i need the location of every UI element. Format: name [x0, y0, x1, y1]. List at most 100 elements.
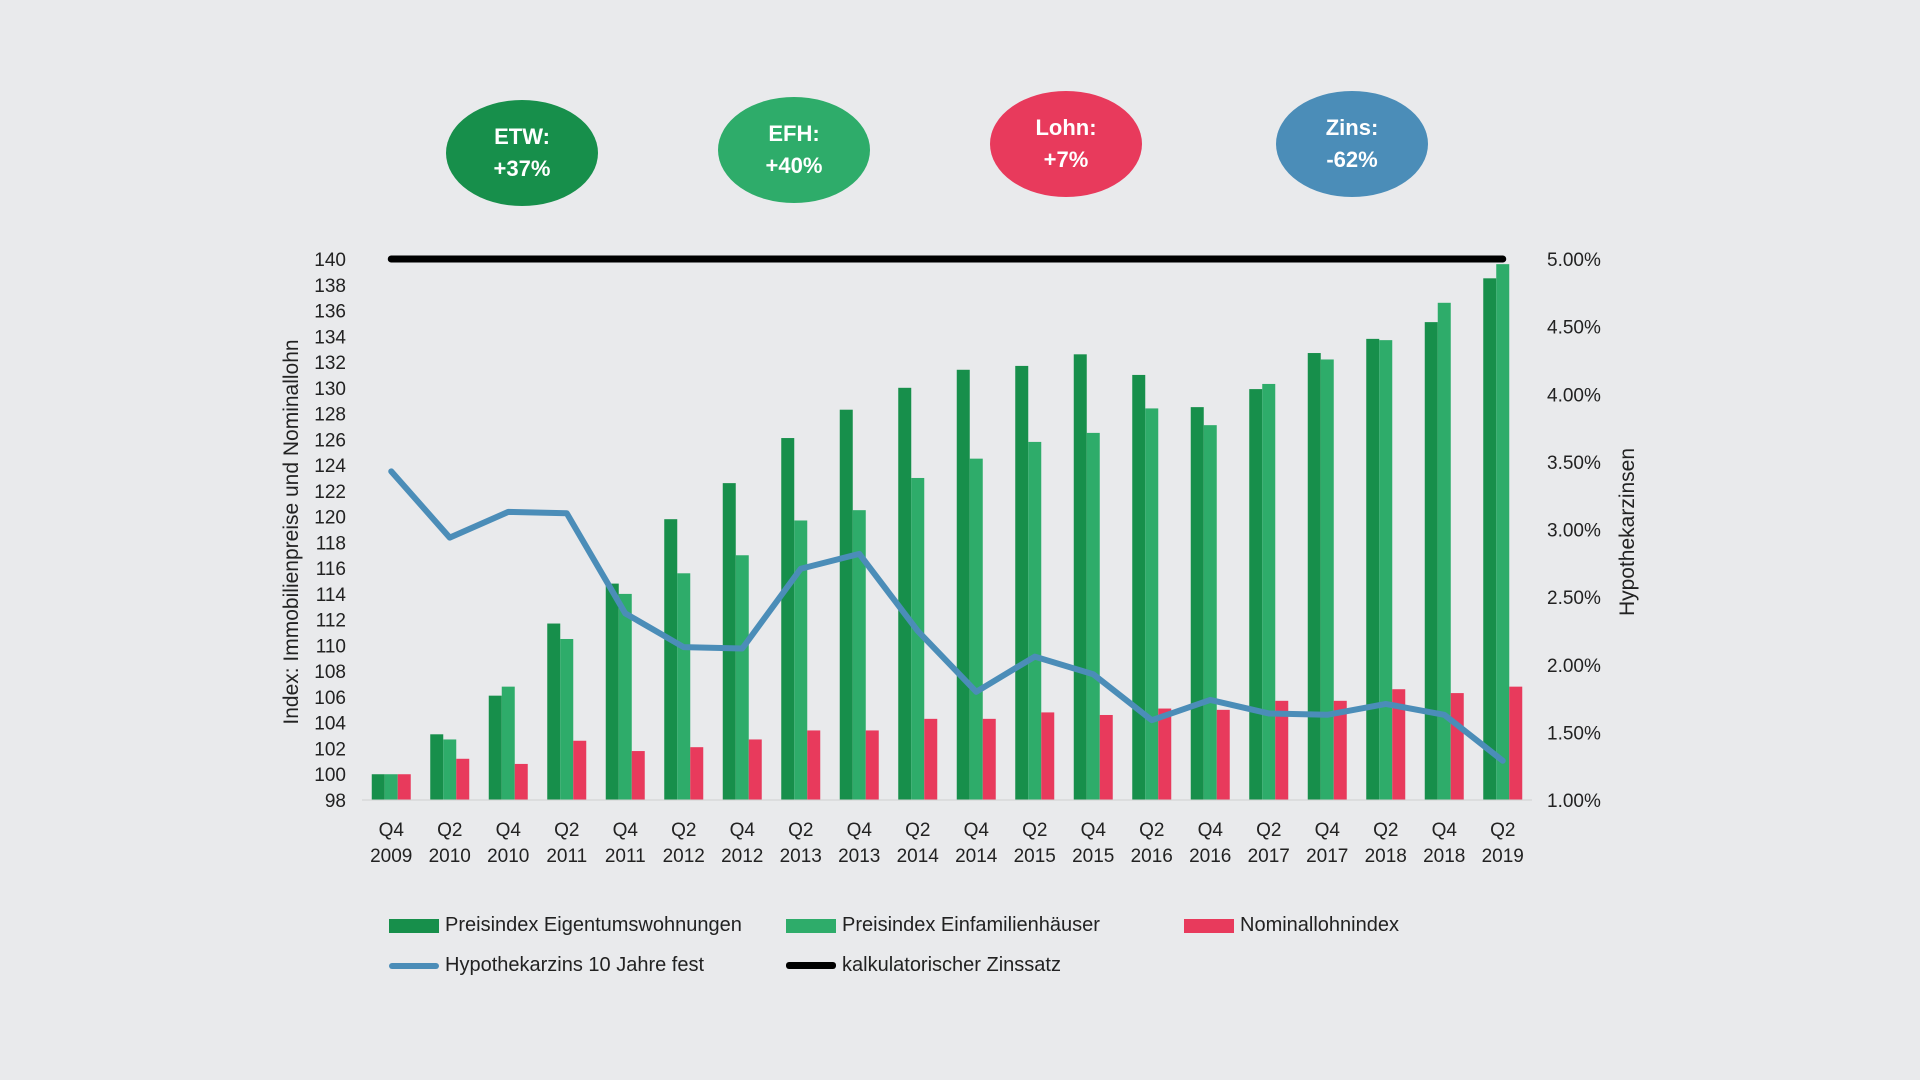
x-tick-year-3: 2011 [546, 846, 587, 867]
x-axis: Q4 2009 Q2 2010 Q4 2010 Q2 2011 Q4 2011 Q2 2012 Q4 20… [370, 820, 1524, 867]
y-left-tick-108: 108 [314, 662, 346, 683]
bubble-etw-label: ETW: [494, 124, 550, 149]
x-tick-year-7: 2013 [780, 846, 822, 867]
x-tick-quarter-14: Q4 [1198, 820, 1224, 841]
y-right-tick-0: 1.00% [1547, 791, 1601, 812]
bar-2-13 [1158, 708, 1172, 800]
x-tick-quarter-16: Q4 [1315, 820, 1341, 841]
x-tick-year-0: 2009 [370, 846, 412, 867]
x-tick-quarter-5: Q2 [671, 820, 696, 841]
bar-1-18 [1437, 302, 1451, 800]
y-left-tick-130: 130 [314, 379, 346, 400]
bar-0-8 [839, 409, 853, 800]
y-left-tick-98: 98 [325, 791, 346, 812]
y-right-tick-4: 3.00% [1547, 521, 1601, 542]
bar-1-5 [677, 573, 691, 800]
bar-2-6 [748, 739, 762, 800]
bubble-zins-label: Zins: [1325, 115, 1379, 140]
bar-0-4 [605, 583, 619, 800]
bubble-efh-label: EFH: [768, 121, 820, 146]
bubble-zins-value: -62% [1326, 147, 1378, 172]
y-right-tick-8: 5.00% [1547, 250, 1601, 271]
legend-item-etw: Preisindex Eigentumswohnungen [389, 914, 742, 937]
x-tick-year-19: 2019 [1482, 846, 1524, 867]
x-tick-quarter-13: Q2 [1139, 820, 1164, 841]
bar-2-15 [1275, 700, 1289, 800]
x-tick-quarter-1: Q2 [437, 820, 462, 841]
legend-item-lohn: Nominallohnindex [1184, 914, 1399, 937]
y-left-tick-116: 116 [316, 559, 346, 580]
bubble-lohn-label: Lohn: [1035, 115, 1097, 140]
bar-0-12 [1073, 354, 1087, 800]
legend-label-efh: Preisindex Einfamilienhäuser [842, 914, 1100, 936]
bar-1-16 [1320, 359, 1334, 800]
x-tick-year-13: 2016 [1131, 846, 1173, 867]
bar-1-1 [443, 739, 457, 800]
y-left-tick-124: 124 [314, 456, 346, 477]
bar-0-18 [1424, 322, 1438, 800]
bar-1-10 [969, 458, 983, 800]
x-tick-quarter-12: Q4 [1081, 820, 1107, 841]
bar-1-19 [1496, 264, 1510, 801]
bar-2-17 [1392, 689, 1406, 800]
y-left-axis-title: Index: Immobilienpreise und Nominallohn [280, 339, 303, 724]
bar-2-0 [397, 774, 411, 800]
bubble-etw-value: +37% [493, 156, 551, 181]
y-left-tick-110: 110 [316, 636, 346, 657]
legend-label-etw: Preisindex Eigentumswohnungen [445, 914, 742, 936]
y-left-tick-114: 114 [316, 585, 347, 606]
y-left-tick-128: 128 [314, 405, 346, 426]
bar-0-2 [488, 695, 502, 800]
bar-2-12 [1099, 714, 1113, 800]
x-tick-year-14: 2016 [1189, 846, 1231, 867]
y-right-axis-title: Hypothekarzinsen [1616, 448, 1639, 616]
x-tick-quarter-15: Q2 [1256, 820, 1281, 841]
x-tick-year-17: 2018 [1365, 846, 1407, 867]
y-left-tick-102: 102 [314, 739, 346, 760]
x-tick-year-15: 2017 [1248, 846, 1290, 867]
bar-0-7 [781, 438, 795, 800]
bar-0-9 [898, 387, 912, 800]
x-tick-year-10: 2014 [955, 846, 998, 867]
bar-1-14 [1203, 425, 1217, 800]
y-left-tick-106: 106 [314, 688, 346, 709]
bar-1-15 [1262, 383, 1276, 800]
x-tick-quarter-4: Q4 [613, 820, 639, 841]
x-tick-quarter-8: Q4 [847, 820, 873, 841]
bar-0-10 [956, 369, 970, 800]
bubble-etw: ETW: +37% [446, 100, 598, 206]
bar-0-1 [430, 734, 444, 800]
x-tick-quarter-17: Q2 [1373, 820, 1398, 841]
legend-swatch-hypo [389, 962, 439, 969]
bar-1-12 [1086, 432, 1100, 800]
bar-1-9 [911, 477, 925, 800]
bubble-zins: Zins: -62% [1276, 91, 1428, 197]
y-left-tick-104: 104 [314, 714, 346, 735]
legend-item-hypo: Hypothekarzins 10 Jahre fest [389, 954, 704, 977]
y-left-tick-122: 122 [314, 482, 346, 503]
bar-2-8 [865, 730, 879, 800]
bar-0-15 [1249, 389, 1263, 800]
x-tick-year-4: 2011 [605, 846, 646, 867]
bar-2-4 [631, 751, 645, 800]
bar-0-16 [1307, 353, 1321, 800]
y-axis-right: 1.00% 1.50% 2.00% 2.50% 3.00% 3.50% 4.00% 4.50%… [1547, 250, 1601, 812]
x-tick-quarter-6: Q4 [730, 820, 756, 841]
bar-2-11 [1041, 712, 1055, 800]
bubble-efh-value: +40% [765, 153, 823, 178]
bar-0-6 [722, 483, 736, 800]
y-right-tick-6: 4.00% [1547, 385, 1601, 406]
y-left-tick-132: 132 [314, 353, 346, 374]
legend-label-lohn: Nominallohnindex [1240, 914, 1399, 936]
y-left-tick-126: 126 [314, 430, 346, 451]
bar-2-10 [982, 718, 996, 800]
x-tick-quarter-10: Q4 [964, 820, 990, 841]
bar-1-4 [618, 593, 632, 800]
y-axis-left: 98 100 102 104 106 108 110 112 114 116 118 120 122 12… [314, 250, 346, 812]
x-tick-year-9: 2014 [897, 846, 940, 867]
y-left-tick-138: 138 [314, 276, 346, 297]
bar-0-17 [1366, 338, 1380, 800]
bar-2-5 [690, 747, 704, 800]
bar-0-11 [1015, 365, 1029, 800]
